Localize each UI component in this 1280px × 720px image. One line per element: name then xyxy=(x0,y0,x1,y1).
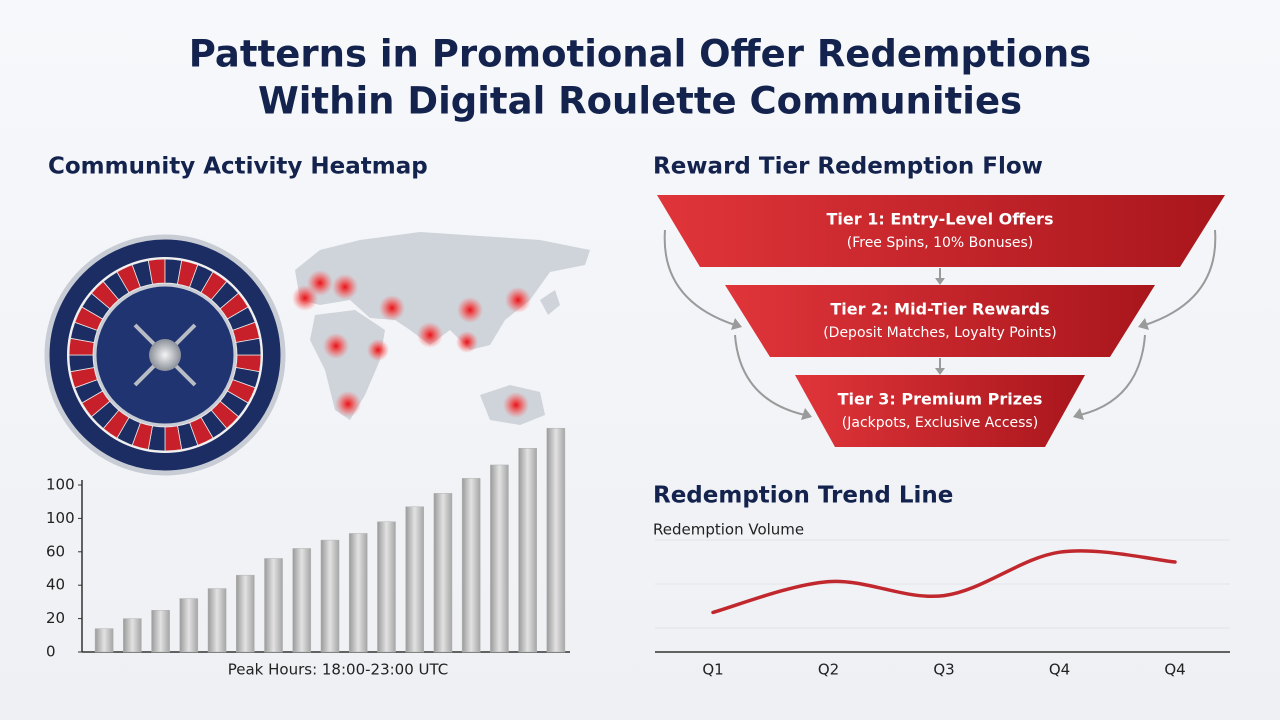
section-title: Community Activity Heatmap xyxy=(48,154,428,180)
title-line: Patterns in Promotional Offer Redemption… xyxy=(189,33,1091,76)
bar xyxy=(320,539,340,653)
y-tick-label: 100 xyxy=(46,509,75,527)
bar xyxy=(490,464,509,653)
bar xyxy=(518,448,537,653)
bar xyxy=(236,574,255,653)
section-title: Reward Tier Redemption Flow xyxy=(653,154,1043,180)
tier-detail: (Free Spins, 10% Bonuses) xyxy=(847,235,1034,251)
bar xyxy=(348,533,368,653)
bar xyxy=(461,478,481,653)
bar xyxy=(123,618,142,653)
y-tick-label: 0 xyxy=(46,643,56,661)
y-tick-label: 40 xyxy=(46,576,65,594)
y-axis-label: Redemption Volume xyxy=(653,521,804,539)
grid xyxy=(655,539,1230,629)
x-tick-label: Q2 xyxy=(818,661,839,679)
trend-line xyxy=(711,549,1177,615)
x-tick-label: Q4 xyxy=(1164,661,1185,679)
wheel-hub xyxy=(149,339,181,371)
funnel-tier xyxy=(725,285,1155,357)
tier-name: Tier 2: Mid-Tier Rewards xyxy=(830,300,1049,319)
x-tick-label: Q1 xyxy=(702,661,723,679)
x-tick-label: Q3 xyxy=(933,661,954,679)
funnel: Tier 1: Entry-Level Offers (Free Spins, … xyxy=(657,195,1225,447)
title-line: Within Digital Roulette Communities xyxy=(258,80,1022,123)
y-tick-label: 20 xyxy=(46,609,65,627)
bar xyxy=(264,558,283,653)
bar xyxy=(433,493,453,653)
bar xyxy=(405,506,424,653)
wheel-pocket xyxy=(235,337,262,356)
bar xyxy=(94,628,114,653)
roulette-wheel xyxy=(44,234,286,476)
y-tick-label: 60 xyxy=(46,542,65,560)
bar xyxy=(292,548,312,653)
funnel-tier xyxy=(657,195,1225,267)
tier-detail: (Deposit Matches, Loyalty Points) xyxy=(823,325,1057,341)
bar xyxy=(179,598,199,653)
tier-detail: (Jackpots, Exclusive Access) xyxy=(842,415,1038,431)
chart-title: Redemption Trend Line xyxy=(653,483,953,509)
y-tick-label: 100 xyxy=(46,476,75,494)
hotspots xyxy=(292,270,531,418)
bar xyxy=(377,521,396,653)
bar xyxy=(207,588,227,653)
tier-name: Tier 3: Premium Prizes xyxy=(838,390,1043,409)
funnel-tier xyxy=(795,375,1085,447)
tier-name: Tier 1: Entry-Level Offers xyxy=(827,210,1054,229)
x-tick-label: Q4 xyxy=(1049,661,1070,679)
bar xyxy=(546,427,566,653)
caption: Peak Hours: 18:00-23:00 UTC xyxy=(228,661,449,679)
bar xyxy=(151,610,170,653)
